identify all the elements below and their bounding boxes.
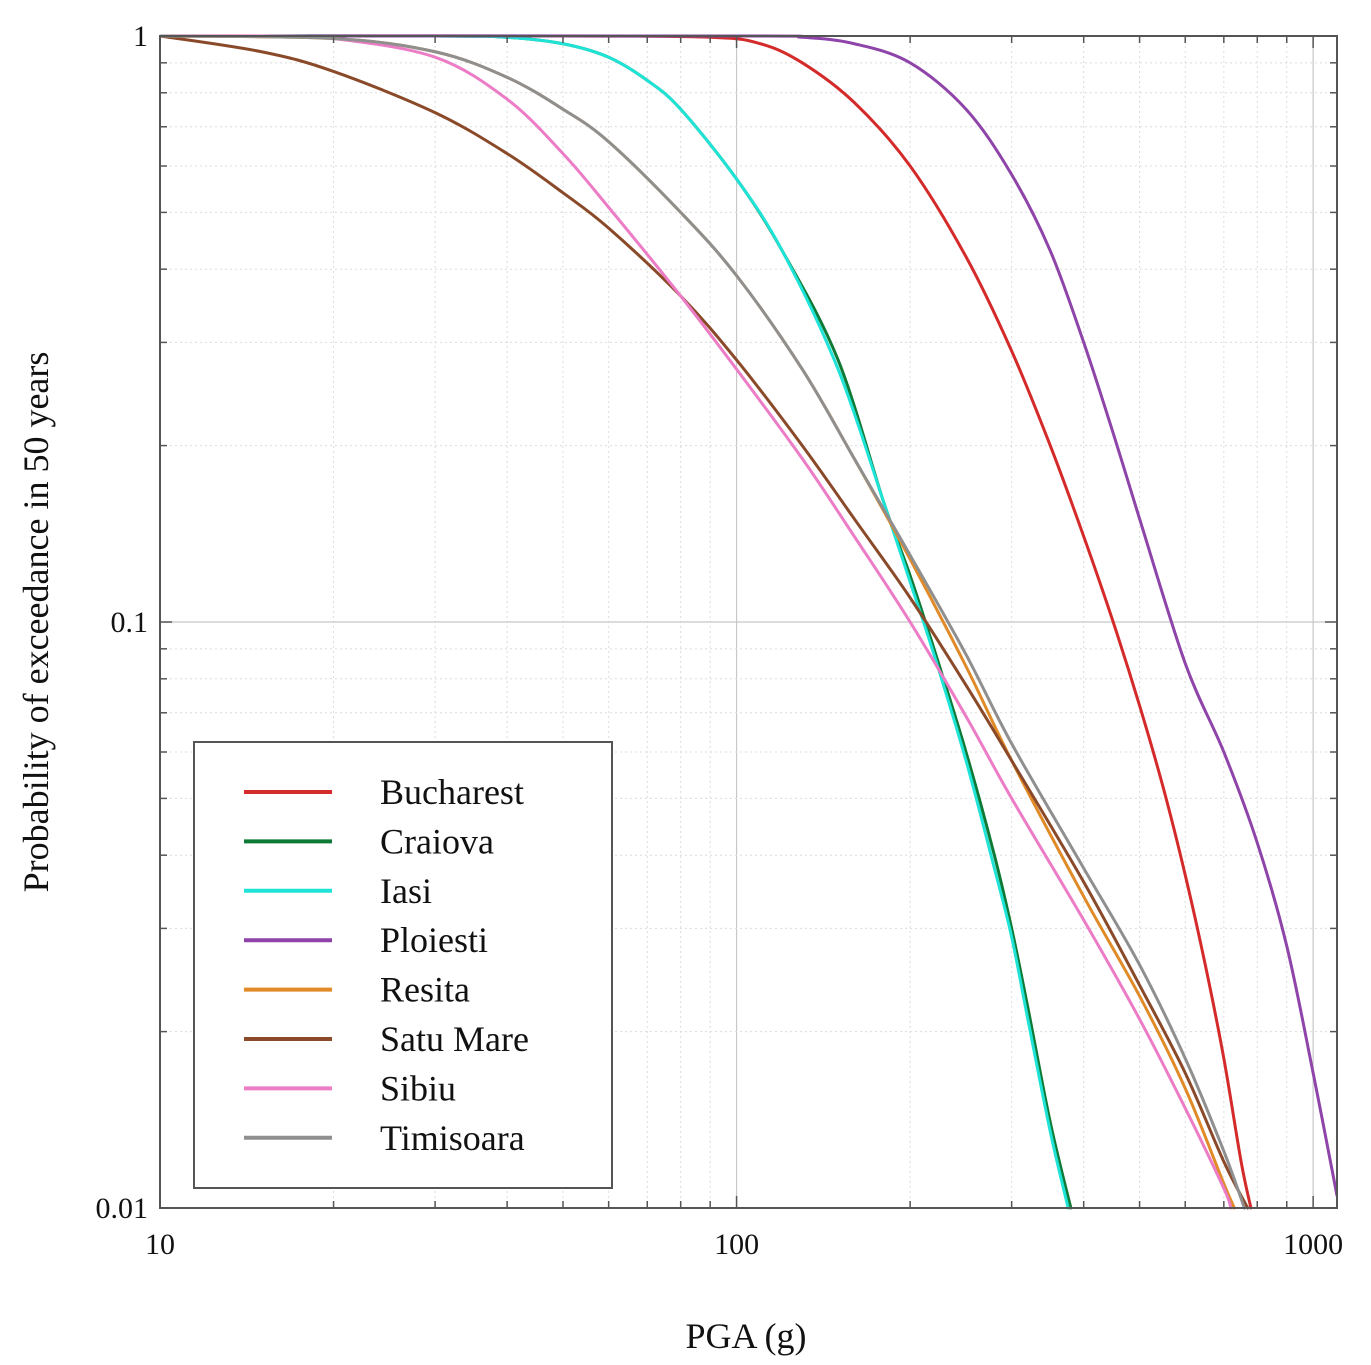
x-tick-label: 10 [145, 1228, 175, 1261]
legend-label-craiova: Craiova [380, 821, 494, 861]
legend-label-sibiu: Sibiu [380, 1068, 456, 1108]
x-tick-label: 1000 [1283, 1228, 1343, 1261]
tick-labels: 10 100 1000 1 0.1 0.01 [96, 20, 1344, 1261]
legend-label-iasi: Iasi [380, 871, 432, 911]
y-axis-title: Probability of exceedance in 50 years [16, 352, 56, 893]
series-line-sibiu [160, 34, 1233, 1210]
series-line-satu-mare [160, 34, 1250, 1210]
legend-label-ploiesti: Ploiesti [380, 920, 488, 960]
series-line-timisoara [160, 34, 1246, 1210]
axis-ticks [159, 35, 1337, 1209]
legend: Bucharest Craiova Iasi Ploiesti Resita Satu M… [193, 741, 613, 1189]
y-tick-label: 1 [133, 20, 148, 53]
legend-label-bucharest: Bucharest [380, 772, 524, 812]
series-line-iasi [160, 34, 1070, 1210]
x-axis-title: PGA (g) [685, 1316, 806, 1356]
legend-label-resita: Resita [380, 970, 470, 1010]
x-tick-label: 100 [714, 1228, 759, 1261]
legend-label-satu-mare: Satu Mare [380, 1019, 529, 1059]
legend-box [193, 741, 613, 1189]
y-tick-label: 0.01 [96, 1192, 149, 1225]
y-tick-label: 0.1 [111, 606, 149, 639]
legend-label-timisoara: Timisoara [380, 1118, 525, 1158]
